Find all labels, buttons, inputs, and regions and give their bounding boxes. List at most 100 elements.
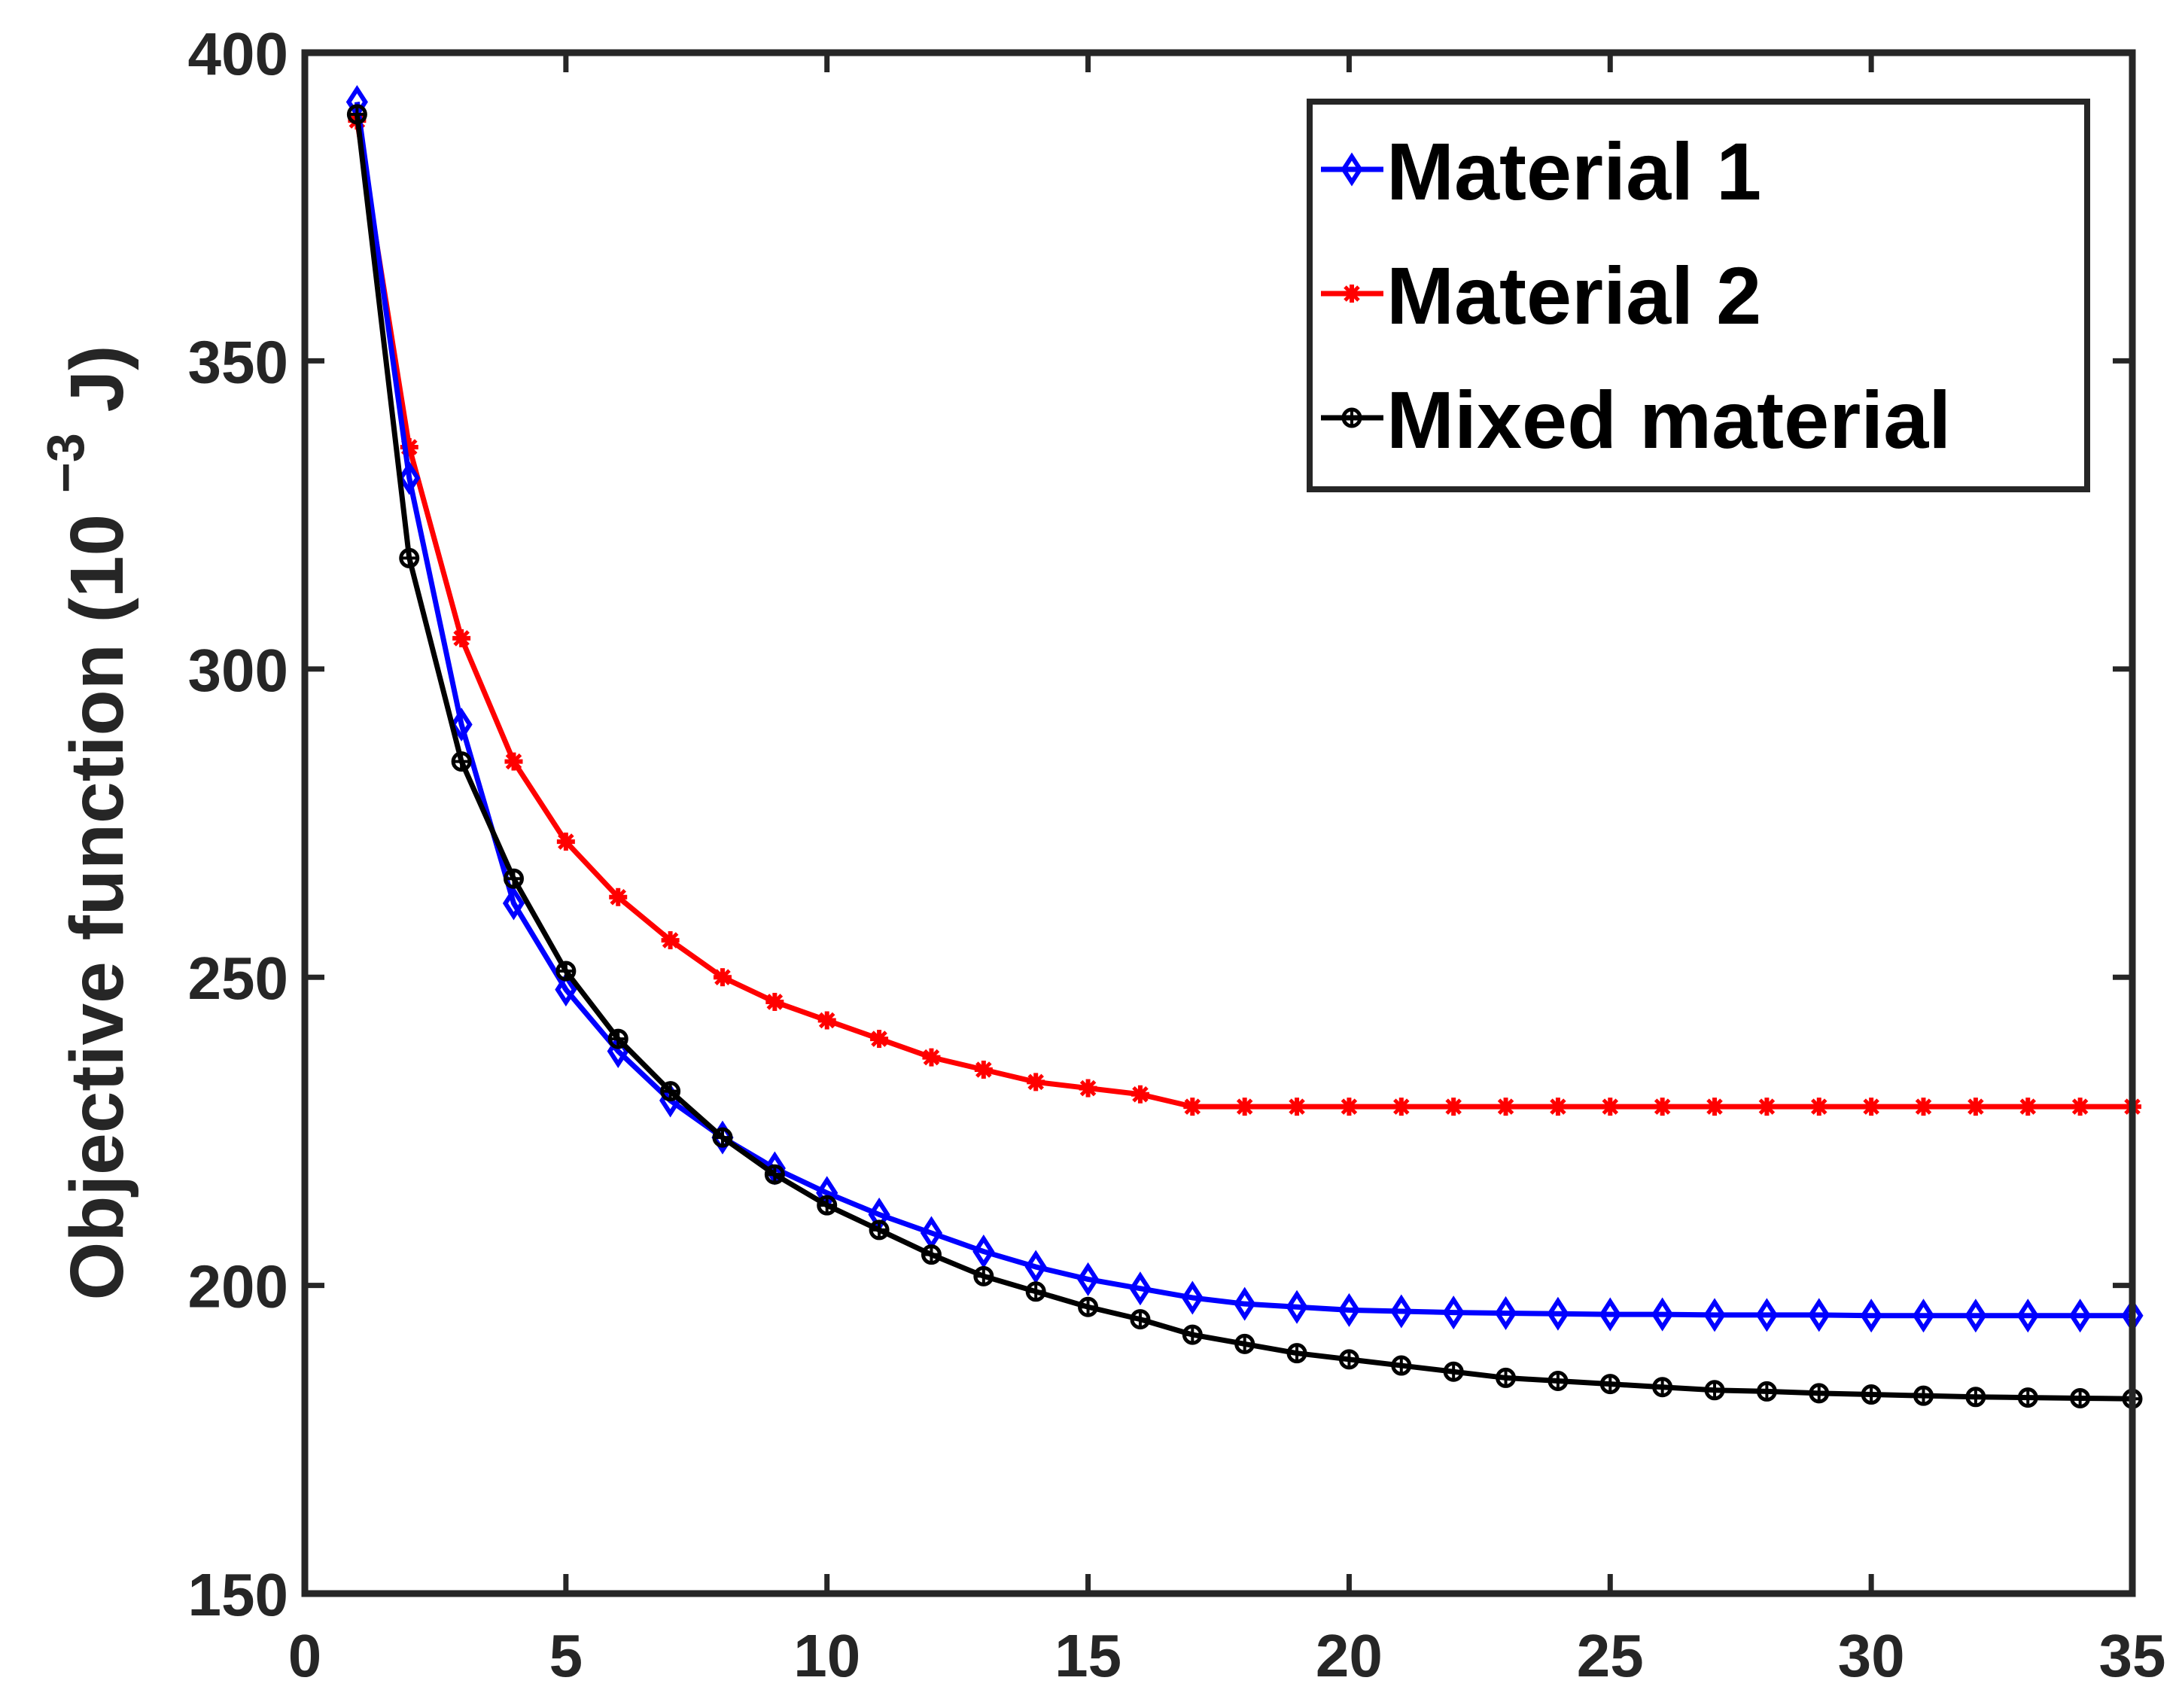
data-point-marker xyxy=(1755,1298,1778,1332)
x-tick-label: 5 xyxy=(549,1622,583,1689)
data-point-marker xyxy=(502,886,525,921)
data-point-marker xyxy=(1651,1297,1674,1332)
legend-entry: Material 1 xyxy=(1321,126,1761,217)
data-point-marker xyxy=(450,707,473,742)
data-point-marker xyxy=(2016,1299,2039,1333)
data-point-marker xyxy=(1076,1262,1100,1296)
data-point-marker xyxy=(973,1265,994,1286)
data-point-marker xyxy=(1027,1073,1045,1091)
y-axis-label-unit-open: (10 xyxy=(55,514,139,623)
data-point-marker xyxy=(1494,1295,1517,1330)
data-point-marker xyxy=(1286,1343,1307,1364)
data-point-marker xyxy=(1338,1292,1361,1327)
data-point-marker xyxy=(1808,1298,1831,1332)
data-point-marker xyxy=(1862,1098,1881,1116)
data-point-marker xyxy=(1704,1380,1725,1401)
data-point-marker xyxy=(1652,1377,1673,1398)
data-point-marker xyxy=(399,547,420,568)
data-point-marker xyxy=(870,1030,889,1049)
data-point-marker xyxy=(1341,152,1363,187)
data-point-marker xyxy=(712,1127,733,1148)
data-point-marker xyxy=(764,1164,785,1185)
data-point-marker xyxy=(1130,1309,1151,1330)
plot-series xyxy=(345,84,2144,1409)
data-point-marker xyxy=(1965,1387,1986,1408)
data-point-marker xyxy=(1547,1296,1569,1331)
data-point-marker xyxy=(661,931,680,950)
data-point-marker xyxy=(1181,1280,1204,1315)
data-point-marker xyxy=(1286,1289,1308,1324)
y-tick-label: 200 xyxy=(188,1253,288,1320)
data-point-marker xyxy=(1444,1098,1463,1116)
data-point-marker xyxy=(972,1235,995,1269)
data-point-marker xyxy=(1392,1098,1411,1116)
data-point-marker xyxy=(713,968,732,987)
data-point-marker xyxy=(504,752,523,771)
data-point-marker xyxy=(1391,1355,1412,1376)
data-point-marker xyxy=(1706,1098,1724,1116)
series-line xyxy=(354,102,2132,1319)
data-point-marker xyxy=(1390,1294,1413,1329)
data-point-marker xyxy=(1496,1098,1515,1116)
data-point-marker xyxy=(1288,1098,1307,1116)
data-point-marker xyxy=(1079,1079,1097,1098)
data-point-marker xyxy=(1340,1098,1359,1116)
data-point-marker xyxy=(817,1011,836,1030)
data-point-marker xyxy=(503,868,524,889)
legend-entry: Material 2 xyxy=(1321,250,1761,341)
y-tick-label: 150 xyxy=(188,1561,288,1628)
data-point-marker xyxy=(609,887,628,906)
data-point-marker xyxy=(817,1195,838,1216)
data-point-marker xyxy=(1548,1098,1567,1116)
data-point-marker xyxy=(1343,285,1361,303)
data-point-marker xyxy=(1338,1349,1359,1370)
data-point-marker xyxy=(1653,1098,1672,1116)
x-tick-label: 25 xyxy=(1577,1622,1644,1689)
data-point-marker xyxy=(1912,1299,1935,1333)
y-axis-label-unit-exponent: −3 xyxy=(36,433,95,493)
legend-label: Mixed material xyxy=(1386,374,1951,465)
data-point-marker xyxy=(555,961,577,982)
y-axis-label-unit-close: J) xyxy=(55,346,139,413)
y-tick-label: 300 xyxy=(188,637,288,704)
data-point-marker xyxy=(974,1061,993,1079)
data-point-marker xyxy=(1914,1098,1933,1116)
data-point-marker xyxy=(922,1048,941,1067)
data-point-marker xyxy=(2017,1387,2038,1408)
x-tick-label: 30 xyxy=(1838,1622,1905,1689)
legend-label: Material 2 xyxy=(1386,250,1761,341)
legend: Material 1 Material 2 Mixed material xyxy=(1307,99,2090,492)
x-tick-label: 35 xyxy=(2099,1622,2166,1689)
data-point-marker xyxy=(1913,1385,1934,1406)
data-point-marker xyxy=(921,1244,942,1265)
data-point-marker xyxy=(660,1081,681,1102)
data-point-marker xyxy=(1078,1296,1099,1317)
data-point-marker xyxy=(1861,1384,1882,1405)
data-point-marker xyxy=(1601,1098,1620,1116)
x-tick-label: 20 xyxy=(1316,1622,1383,1689)
data-point-marker xyxy=(1964,1299,1987,1333)
data-point-marker xyxy=(1809,1098,1828,1116)
data-point-marker xyxy=(1443,1361,1464,1382)
data-point-marker xyxy=(1234,1286,1256,1321)
y-tick-label: 350 xyxy=(188,328,288,395)
data-point-marker xyxy=(1131,1085,1149,1104)
y-tick-label: 400 xyxy=(188,20,288,87)
data-point-marker xyxy=(2019,1098,2037,1116)
data-point-marker xyxy=(1496,1367,1517,1388)
data-point-marker xyxy=(1860,1299,1882,1333)
data-point-marker xyxy=(451,751,472,772)
data-point-marker xyxy=(1809,1383,1830,1404)
data-point-marker xyxy=(1235,1098,1254,1116)
plot-area-frame xyxy=(301,49,2136,1597)
data-point-marker xyxy=(2070,1387,2091,1408)
data-point-marker xyxy=(556,833,575,851)
x-tick-label: 10 xyxy=(793,1622,860,1689)
data-point-marker xyxy=(765,992,784,1011)
data-point-marker xyxy=(1756,1381,1777,1402)
data-point-marker xyxy=(869,1219,890,1241)
data-point-marker xyxy=(1129,1271,1152,1306)
data-point-marker xyxy=(452,629,471,647)
data-point-marker xyxy=(1757,1098,1776,1116)
data-point-marker xyxy=(1183,1098,1202,1116)
